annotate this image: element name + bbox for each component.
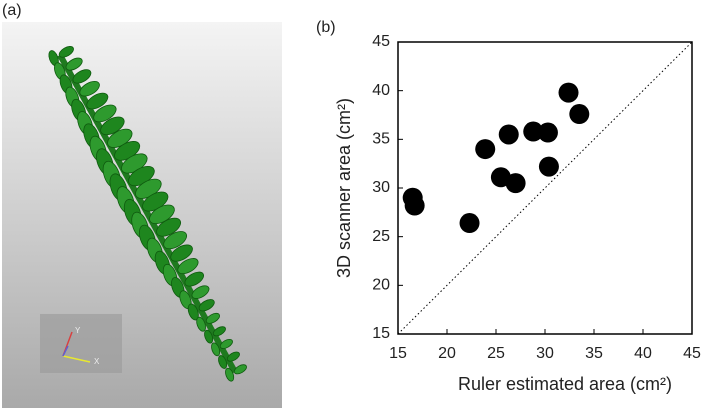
spikelet (198, 299, 215, 312)
panel-label: (b) (316, 19, 336, 36)
spikelet (218, 355, 228, 369)
widget-x-axis (62, 355, 91, 363)
spikelet (72, 69, 92, 84)
point (569, 104, 590, 125)
spikelet (225, 367, 235, 382)
x-tick-label: 25 (487, 345, 505, 362)
point (558, 82, 579, 103)
spikelet (211, 342, 221, 357)
point (475, 139, 496, 160)
spikelet (170, 244, 193, 262)
spikelet (156, 217, 182, 237)
spikelet (226, 351, 240, 362)
spikelet (93, 104, 117, 123)
spikelet (233, 364, 247, 375)
spikelet (86, 92, 109, 110)
x-tick-label: 40 (634, 345, 652, 362)
point (537, 122, 558, 143)
spikelet (196, 316, 206, 332)
spikelet (204, 329, 214, 344)
y-tick-label: 40 (372, 82, 390, 99)
point (505, 173, 526, 194)
plot: 15 20 25 30 35 40 45 15 20 25 30 35 40 45 (372, 33, 701, 362)
spikelet (177, 258, 199, 275)
x-axis-label: Ruler estimated area (cm²) (458, 374, 672, 394)
x-tick-label: 35 (585, 345, 603, 362)
x-tick-label: 30 (536, 345, 554, 362)
x-tick-label: 20 (438, 345, 456, 362)
point (404, 195, 425, 216)
y-tick-label: 20 (372, 277, 390, 294)
spikelet (184, 271, 205, 287)
y-tick-label: 30 (372, 179, 390, 196)
spikelet (187, 303, 199, 321)
wheat-ear (48, 46, 247, 382)
point (523, 121, 544, 142)
spikelet (205, 312, 220, 324)
point (498, 124, 519, 145)
widget-z-axis (62, 345, 69, 357)
widget-y-label: Y (75, 326, 81, 335)
y-tick-label: 45 (372, 33, 390, 50)
spikelet (163, 231, 188, 250)
spikelet (79, 80, 100, 97)
spikelet (219, 338, 233, 349)
identity-line (397, 41, 693, 335)
spikelet (65, 57, 83, 71)
point (538, 156, 559, 177)
y-tick-label: 35 (372, 131, 390, 148)
x-tick-label: 45 (683, 345, 701, 362)
panel-label: (a) (2, 2, 22, 19)
y-tick-label: 15 (372, 325, 390, 342)
y-axis-label: 3D scanner area (cm²) (334, 98, 354, 278)
spikelet (58, 46, 74, 58)
spikelet (191, 285, 210, 299)
axis-widget (40, 314, 122, 373)
spikelet (212, 326, 226, 337)
widget-x-label: X (94, 357, 100, 366)
y-tick-label: 25 (372, 228, 390, 245)
point (459, 213, 480, 234)
x-tick-label: 15 (389, 345, 407, 362)
